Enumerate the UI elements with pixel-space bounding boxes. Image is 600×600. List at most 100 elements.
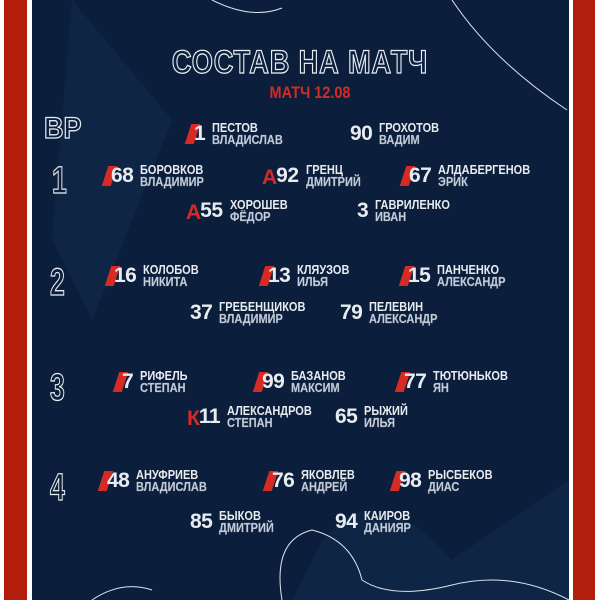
player-surname: БАЗАНОВ — [291, 369, 347, 383]
player-name: ГРОХОТОВ ВАДИМ — [379, 121, 440, 147]
player-firstname: ДМИТРИЙ — [219, 521, 275, 535]
player-firstname: АЛЕКСАНДР — [437, 275, 506, 289]
player-number: 85 — [190, 510, 213, 533]
player-name: ГРЕНЦ ДМИТРИЙ — [305, 163, 361, 189]
player-surname: КАИРОВ — [364, 509, 411, 523]
player-number: 37 — [190, 301, 213, 324]
player-name: АЛЕКСАНДРОВ СТЕПАН — [227, 405, 312, 430]
line-label: 3 — [50, 366, 66, 409]
player-name: КАИРОВ ДАНИЯР — [364, 509, 412, 535]
player-firstname: ФЁДОР — [229, 210, 271, 224]
player-name: ТЮТЮНЬКОВ ЯН — [433, 369, 509, 395]
player-name: ПЕЛЕВИН АЛЕКСАНДР — [369, 300, 438, 326]
player-surname: ХОРОШЕВ — [229, 198, 288, 212]
player-number: 99 — [262, 370, 285, 393]
player-surname: РЫСБЕКОВ — [428, 468, 493, 482]
line-label: 2 — [50, 261, 66, 304]
player-entry: 85 БЫКОВ ДМИТРИЙ — [190, 507, 282, 537]
player-surname: ГРЕБЕНЩИКОВ — [219, 300, 306, 314]
player-entry: 77 ТЮТЮНЬКОВ ЯН — [394, 367, 519, 397]
player-name: ПЕСТОВ ВЛАДИСЛАВ — [212, 122, 283, 147]
player-name: РИФЕЛЬ СТЕПАН — [140, 369, 188, 395]
player-number: 76 — [272, 469, 295, 492]
line-label: ВР — [43, 111, 82, 145]
right-red-stripe — [573, 0, 595, 600]
player-entry: 16 КОЛОБОВ НИКИТА — [104, 261, 207, 291]
player-entry: 79 ПЕЛЕВИН АЛЕКСАНДР — [340, 298, 447, 328]
player-entry: 99 БАЗАНОВ МАКСИМ — [252, 367, 354, 397]
page-title: СОСТАВ НА МАТЧ — [171, 43, 429, 80]
line-label: 1 — [52, 159, 68, 202]
player-firstname: АЛЕКСАНДР — [369, 312, 438, 326]
player-firstname: ВЛАДИСЛАВ — [212, 133, 283, 147]
player-firstname: ВЛАДИСЛАВ — [136, 480, 208, 494]
player-entry: 98 РЫСБЕКОВ ДИАС — [389, 466, 502, 496]
player-name: РЫСБЕКОВ ДИАС — [428, 468, 493, 494]
player-firstname: ДАНИЯР — [364, 521, 412, 535]
player-firstname: ДМИТРИЙ — [305, 175, 361, 189]
player-surname: ГРОХОТОВ — [379, 121, 440, 135]
player-number: 98 — [399, 469, 422, 492]
player-number: 90 — [350, 122, 373, 145]
player-firstname: ДИАС — [428, 480, 460, 494]
player-number: 7 — [122, 370, 134, 393]
player-surname: РИФЕЛЬ — [140, 369, 188, 383]
player-surname: АНУФРИЕВ — [136, 468, 199, 482]
player-firstname: АНДРЕЙ — [301, 480, 348, 494]
player-entry: 13 КЛЯУЗОВ ИЛЬЯ — [258, 261, 357, 291]
player-surname: БОРОВКОВ — [140, 163, 204, 177]
player-surname: ТЮТЮНЬКОВ — [433, 369, 509, 383]
match-date: МАТЧ 12.08 — [269, 83, 351, 102]
player-entry: К 11 АЛЕКСАНДРОВ СТЕПАН — [187, 402, 323, 432]
player-name: КОЛОБОВ НИКИТА — [143, 263, 200, 289]
player-number: 67 — [409, 164, 432, 187]
captain-letter: А — [262, 166, 278, 189]
player-entry: 76 ЯКОВЛЕВ АНДРЕЙ — [262, 466, 363, 496]
player-surname: КЛЯУЗОВ — [297, 263, 350, 277]
player-number: 77 — [404, 370, 427, 393]
player-number: 1 — [194, 122, 206, 145]
player-firstname: ЭРИК — [438, 175, 469, 189]
player-firstname: ИЛЬЯ — [297, 275, 329, 289]
player-number: 79 — [340, 301, 363, 324]
player-firstname: ИЛЬЯ — [364, 416, 396, 430]
player-number: 68 — [111, 164, 134, 187]
player-surname: ПЕЛЕВИН — [369, 300, 424, 314]
player-firstname: СТЕПАН — [140, 381, 186, 395]
player-name: КЛЯУЗОВ ИЛЬЯ — [297, 263, 350, 289]
player-firstname: ЯН — [433, 381, 450, 395]
player-surname: ГРЕНЦ — [305, 163, 343, 177]
left-red-stripe — [4, 0, 27, 600]
player-number: 3 — [357, 199, 369, 222]
player-number: 55 — [200, 199, 223, 222]
player-name: ГРЕБЕНЩИКОВ ВЛАДИМИР — [219, 300, 306, 326]
player-firstname: СТЕПАН — [227, 416, 273, 430]
player-surname: ЯКОВЛЕВ — [301, 468, 356, 482]
player-name: ХОРОШЕВ ФЁДОР — [229, 198, 288, 224]
player-number: 15 — [408, 264, 431, 287]
player-number: 94 — [335, 510, 358, 533]
player-name: БАЗАНОВ МАКСИМ — [291, 369, 347, 395]
player-name: ГАВРИЛЕНКО ИВАН — [375, 199, 450, 224]
player-firstname: НИКИТА — [143, 275, 188, 289]
captain-letter: А — [186, 201, 202, 224]
player-number: 65 — [335, 405, 358, 428]
player-name: БОРОВКОВ ВЛАДИМИР — [140, 163, 204, 189]
player-firstname: ИВАН — [375, 210, 407, 224]
player-entry: 48 АНУФРИЕВ ВЛАДИСЛАВ — [97, 466, 217, 496]
player-name: ПАНЧЕНКО АЛЕКСАНДР — [437, 264, 506, 289]
player-entry: 7 РИФЕЛЬ СТЕПАН — [112, 367, 194, 397]
player-name: РЫЖИЙ ИЛЬЯ — [364, 405, 408, 430]
player-firstname: МАКСИМ — [291, 381, 341, 395]
player-entry: 1 ПЕСТОВ ВЛАДИСЛАВ — [184, 119, 293, 149]
player-entry: 94 КАИРОВ ДАНИЯР — [335, 507, 418, 537]
player-number: 48 — [107, 469, 130, 492]
player-number: 16 — [114, 264, 137, 287]
player-number: 13 — [268, 264, 291, 287]
player-surname: АЛДАБЕРГЕНОВ — [438, 163, 531, 177]
player-entry: 65 РЫЖИЙ ИЛЬЯ — [335, 402, 414, 432]
line-label: 4 — [50, 466, 66, 509]
player-entry: 68 БОРОВКОВ ВЛАДИМИР — [101, 161, 213, 191]
player-surname: КОЛОБОВ — [143, 263, 200, 277]
player-entry: 15 ПАНЧЕНКО АЛЕКСАНДР — [398, 261, 515, 291]
